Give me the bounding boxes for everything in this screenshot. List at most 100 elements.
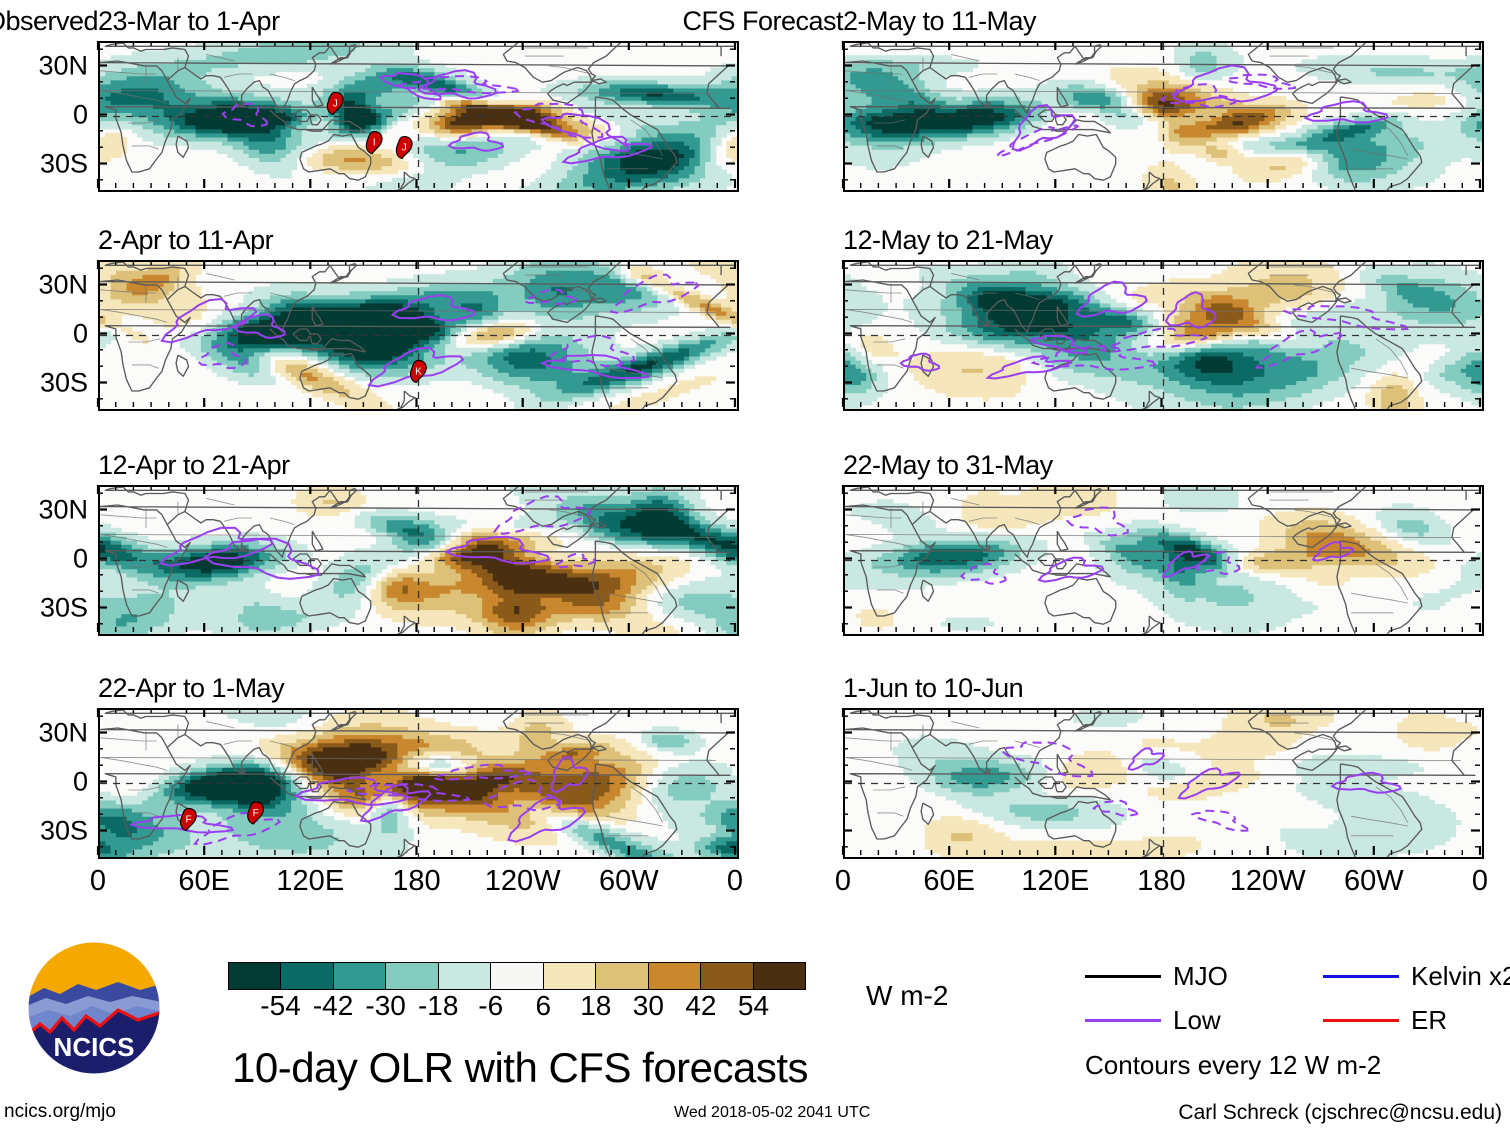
low-frequency-contours: [158, 495, 597, 580]
y-tick-label: 0: [73, 320, 88, 347]
panel-corner-label: Observed: [0, 6, 99, 37]
y-tick-label: 30S: [40, 817, 88, 844]
colorbar-segment-9: [700, 963, 753, 989]
panel-title: 23-Mar to 1-Apr: [98, 6, 280, 37]
y-tick-label: 30N: [38, 271, 88, 298]
x-tick-label: 0: [1472, 867, 1488, 896]
colorbar-tick-label: 18: [580, 992, 611, 1020]
legend-label: Low: [1173, 1007, 1221, 1033]
low-frequency-contours: [221, 69, 654, 165]
svg-text:J: J: [333, 98, 338, 109]
ncics-logo[interactable]: NCICS: [26, 940, 162, 1076]
svg-text:I: I: [373, 138, 376, 149]
footer-author: Carl Schreck (cjschrec@ncsu.edu): [1178, 1101, 1502, 1125]
x-tick-label: 180: [392, 867, 440, 896]
legend-line-swatch: [1085, 1018, 1161, 1022]
colorbar-tick-label: -54: [260, 992, 300, 1020]
ncics-logo-svg: NCICS: [27, 941, 161, 1075]
low-frequency-contours: [993, 64, 1389, 158]
x-tick-label: 60E: [923, 867, 975, 896]
colorbar-segment-1: [280, 963, 333, 989]
legend-line-swatch: [1323, 974, 1399, 978]
main-title: 10-day OLR with CFS forecasts: [232, 1044, 809, 1092]
colorbar-tick-label: -6: [478, 992, 503, 1020]
panel-title: 2-Apr to 11-Apr: [98, 225, 274, 256]
x-tick-label: 60W: [599, 867, 659, 896]
x-tick-label: 0: [727, 867, 743, 896]
colorbar-tick-label: -42: [313, 992, 353, 1020]
y-tick-label: 30S: [40, 369, 88, 396]
y-tick-label: 30N: [38, 719, 88, 746]
low-frequency-contours: [128, 756, 590, 846]
x-tick-label: 60W: [1344, 867, 1404, 896]
legend-line-swatch: [1323, 1018, 1399, 1022]
map-plot-area: [843, 708, 1484, 859]
political-borders: [845, 714, 1461, 837]
legend-item-kelvin-x2: Kelvin x2: [1323, 963, 1510, 989]
storm-marker: I: [365, 131, 383, 155]
olr-shaded-field: [845, 487, 1482, 634]
storm-marker: J: [395, 135, 413, 160]
coastlines: [100, 487, 735, 634]
footer-url[interactable]: ncics.org/mjo: [4, 1101, 116, 1123]
storm-markers: FF: [180, 801, 264, 832]
colorbar-tick-label: 30: [633, 992, 664, 1020]
map-plot-area: [98, 485, 739, 636]
panel-corner-label: CFS Forecast: [206, 6, 843, 37]
low-frequency-contours: [160, 273, 700, 388]
low-frequency-contours: [899, 280, 1409, 380]
panel-title: 1-Jun to 10-Jun: [843, 673, 1024, 704]
x-axis: 0 60E 120E 180 120W 60W 0: [90, 861, 743, 907]
map-plot-area: [843, 485, 1484, 636]
x-tick-label: 120E: [1021, 867, 1089, 896]
x-tick-label: 120W: [1230, 867, 1306, 896]
storm-marker: F: [180, 807, 197, 832]
y-tick-label: 30N: [38, 52, 88, 79]
storm-marker: K: [410, 359, 427, 384]
legend-line-swatch: [1085, 974, 1161, 978]
map-plot-area: [843, 260, 1484, 411]
storm-marker: J: [326, 91, 344, 116]
colorbar-segment-6: [542, 963, 596, 989]
y-tick-label: 0: [73, 545, 88, 572]
political-borders: [100, 714, 716, 837]
y-tick-label: 0: [73, 768, 88, 795]
olr-map-svg: [845, 487, 1482, 634]
colorbar-units-label: W m-2: [866, 980, 948, 1012]
olr-map-svg: [845, 43, 1482, 190]
olr-map-svg: [845, 262, 1482, 409]
y-tick-label: 30S: [40, 150, 88, 177]
low-frequency-contours: [959, 506, 1355, 585]
legend-label: MJO: [1173, 963, 1228, 989]
contour-legend: MJO Kelvin x2 Low ER: [1085, 963, 1510, 1043]
legend-item-er: ER: [1323, 1007, 1447, 1033]
x-axis: 0 60E 120E 180 120W 60W 0: [835, 861, 1488, 907]
political-borders: [845, 266, 1461, 389]
map-plot-area: [843, 41, 1484, 192]
panel-title: 12-Apr to 21-Apr: [98, 450, 290, 481]
colorbar-tick-labels: -54 -42 -30 -18 -6 6 18 30 42 54: [228, 992, 806, 1026]
olr-map-svg: [100, 487, 737, 634]
political-borders: [100, 266, 716, 389]
colorbar: -54 -42 -30 -18 -6 6 18 30 42 54: [228, 962, 806, 1026]
legend-item-mjo: MJO: [1085, 963, 1228, 989]
colorbar-tick-label: -30: [365, 992, 405, 1020]
colorbar-segment-10: [752, 963, 805, 989]
colorbar-tick-label: 54: [738, 992, 769, 1020]
colorbar-segment-5: [490, 963, 543, 989]
y-tick-label: 30N: [38, 496, 88, 523]
olr-map-svg: [845, 710, 1482, 857]
colorbar-tick-label: -18: [418, 992, 458, 1020]
x-tick-label: 0: [90, 867, 106, 896]
y-tick-label: 30S: [40, 594, 88, 621]
colorbar-segment-7: [595, 963, 648, 989]
y-tick-label: 0: [73, 101, 88, 128]
map-plot-area: K: [98, 260, 739, 411]
legend-label: ER: [1411, 1007, 1447, 1033]
legend-item-low: Low: [1085, 1007, 1221, 1033]
political-borders: [845, 491, 1461, 614]
ncics-logo-text: NCICS: [54, 1032, 135, 1062]
legend-label: Kelvin x2: [1411, 963, 1510, 989]
x-tick-label: 120E: [276, 867, 344, 896]
